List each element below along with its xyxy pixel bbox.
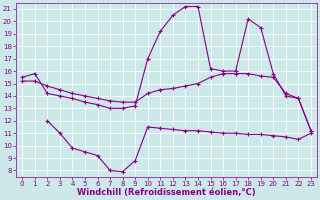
X-axis label: Windchill (Refroidissement éolien,°C): Windchill (Refroidissement éolien,°C) — [77, 188, 256, 197]
